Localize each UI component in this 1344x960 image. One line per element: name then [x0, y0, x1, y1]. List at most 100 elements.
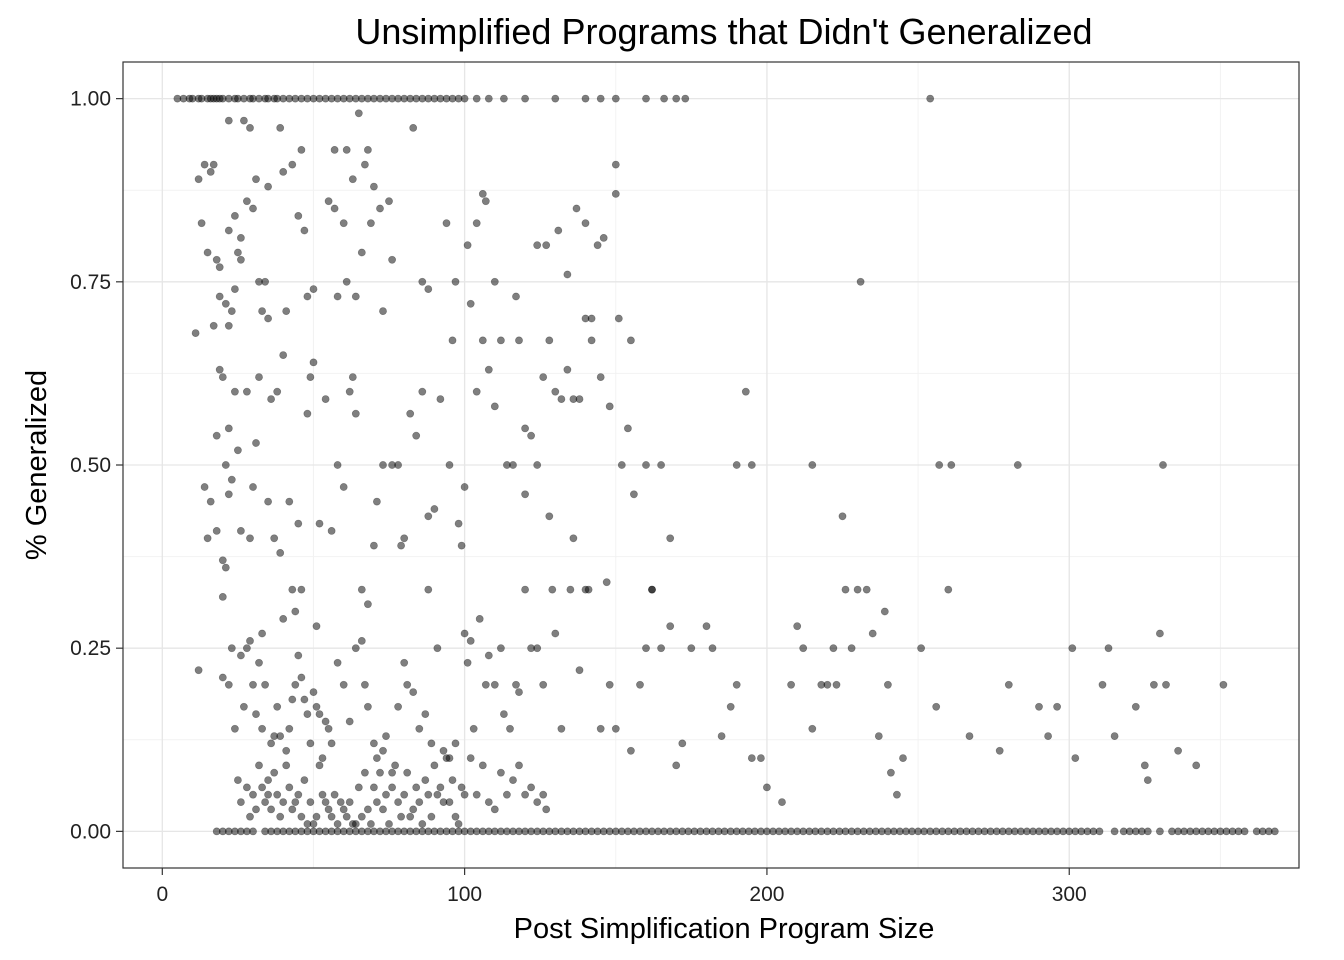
- data-point: [397, 541, 405, 550]
- data-point: [388, 768, 396, 777]
- data-point: [303, 292, 312, 301]
- data-point: [224, 424, 233, 433]
- data-point: [312, 702, 321, 711]
- data-point: [258, 724, 266, 733]
- data-point: [496, 768, 505, 777]
- data-point: [430, 505, 439, 513]
- data-point: [617, 461, 626, 469]
- data-point: [363, 702, 372, 711]
- data-point: [521, 94, 529, 103]
- y-tick-label: 0.00: [70, 820, 111, 843]
- data-point: [917, 644, 925, 653]
- data-point: [1192, 761, 1201, 770]
- data-point: [741, 387, 750, 396]
- data-point: [409, 688, 418, 696]
- data-point: [276, 549, 285, 557]
- data-point: [255, 658, 263, 667]
- data-point: [466, 637, 475, 645]
- data-point: [563, 270, 572, 279]
- data-point: [521, 585, 529, 594]
- data-point: [451, 812, 460, 821]
- data-point: [339, 805, 348, 814]
- data-point: [209, 160, 218, 169]
- data-point: [400, 790, 409, 799]
- data-point: [421, 776, 430, 784]
- data-point: [1270, 827, 1279, 836]
- data-point: [333, 658, 342, 667]
- data-point: [672, 761, 681, 770]
- data-point: [348, 373, 357, 381]
- data-point: [297, 673, 306, 682]
- y-tick-label: 0.75: [70, 271, 111, 294]
- data-point: [448, 776, 457, 784]
- data-point: [406, 812, 415, 821]
- data-point: [360, 768, 369, 777]
- data-point: [460, 94, 469, 103]
- data-point: [947, 461, 956, 469]
- data-point: [300, 695, 309, 704]
- data-point: [246, 534, 254, 543]
- data-point: [239, 702, 248, 711]
- data-point: [415, 798, 424, 806]
- data-point: [197, 219, 206, 228]
- data-point: [267, 739, 275, 748]
- data-point: [215, 263, 224, 272]
- data-point: [300, 226, 309, 235]
- data-point: [363, 805, 372, 814]
- data-point: [472, 94, 481, 103]
- data-point: [282, 307, 291, 315]
- data-point: [252, 710, 260, 718]
- data-point: [233, 248, 242, 257]
- data-point: [636, 680, 644, 689]
- data-point: [315, 519, 324, 528]
- data-point: [1104, 644, 1113, 653]
- data-point: [899, 754, 907, 762]
- data-point: [221, 461, 230, 469]
- data-point: [297, 585, 306, 594]
- data-point: [354, 783, 363, 792]
- data-point: [1071, 754, 1080, 762]
- data-point: [360, 160, 369, 169]
- data-point: [366, 219, 375, 228]
- data-point: [499, 94, 508, 103]
- data-point: [227, 307, 236, 315]
- data-point: [657, 461, 665, 469]
- data-point: [264, 497, 272, 506]
- data-point: [484, 798, 493, 806]
- data-point: [466, 754, 475, 762]
- data-point: [596, 94, 605, 103]
- data-point: [478, 189, 487, 198]
- data-point: [545, 512, 554, 521]
- data-point: [191, 329, 200, 337]
- data-point: [342, 277, 351, 286]
- data-point: [439, 746, 448, 755]
- data-point: [360, 680, 369, 689]
- data-point: [339, 680, 348, 689]
- data-point: [666, 534, 675, 543]
- data-point: [252, 439, 260, 447]
- data-point: [279, 351, 288, 359]
- data-point: [369, 783, 378, 792]
- data-point: [451, 739, 460, 748]
- data-point: [357, 637, 366, 645]
- data-point: [412, 783, 421, 792]
- data-point: [702, 622, 711, 631]
- data-point: [566, 585, 575, 594]
- data-point: [288, 695, 297, 704]
- data-point: [267, 805, 275, 814]
- data-point: [602, 578, 611, 587]
- data-point: [270, 768, 279, 777]
- data-point: [424, 790, 433, 799]
- data-point: [533, 241, 542, 250]
- data-point: [330, 790, 339, 799]
- data-point: [357, 585, 366, 594]
- data-point: [339, 483, 348, 491]
- data-point: [862, 585, 871, 594]
- data-point: [475, 615, 484, 623]
- data-point: [258, 783, 266, 792]
- data-point: [829, 644, 838, 653]
- data-point: [315, 761, 324, 770]
- data-point: [227, 644, 236, 653]
- data-point: [708, 644, 717, 653]
- data-point: [218, 593, 227, 601]
